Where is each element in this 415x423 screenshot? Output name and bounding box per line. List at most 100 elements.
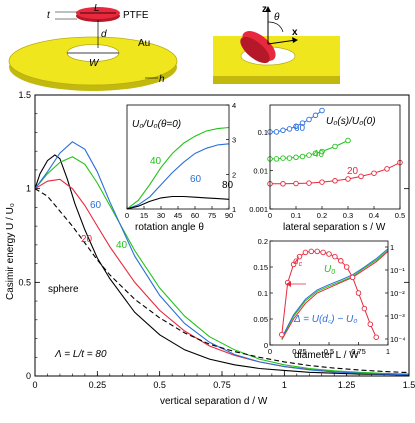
x-label: x <box>292 27 298 38</box>
inset1-ytick-label: 3 <box>232 136 236 145</box>
main-ytick-label: 1.5 <box>18 90 31 100</box>
inset2-ytick-label: 0.01 <box>253 166 268 175</box>
inset2-point-40 <box>332 143 338 150</box>
inset2-point-20 <box>384 166 390 172</box>
inset3-bg <box>270 241 388 345</box>
inset1-xlabel: rotation angle θ <box>135 222 204 233</box>
theta-label: θ <box>274 12 280 23</box>
inset1-series-80 <box>126 195 230 210</box>
inset2-point-20 <box>306 180 312 186</box>
main-xtick-label: 0.25 <box>89 380 107 390</box>
inset2-content: 0 0.1 0.2 0.3 0.4 0.5 0.001 0.01 0.1 <box>249 107 405 220</box>
inset2-label-40: 40 <box>313 149 325 160</box>
inset2-ytick-label: 0.1 <box>258 128 268 137</box>
inset2-point-60 <box>293 123 299 130</box>
inset2-point-60 <box>306 116 312 123</box>
inset2-point-40 <box>280 155 286 161</box>
inset1-ytick-label: 2 <box>232 170 236 179</box>
inset1-xtick-label: 15 <box>140 211 148 220</box>
inset1-xtick-label: 90 <box>225 211 233 220</box>
inset2-point-40 <box>293 154 299 161</box>
dim-W-label: W <box>89 58 100 69</box>
u0-sub: 0 <box>331 269 335 276</box>
inset3-delta-label: Δ = U(d꜀) − U₀ <box>293 314 357 325</box>
main-series <box>34 141 410 376</box>
inset3-dc-point <box>290 261 297 268</box>
inset2-point-20 <box>345 176 351 182</box>
main-chart: 0 0.25 0.5 0.75 1 1.25 1.5 0 0.5 1 1.5 vertical se… <box>5 90 415 407</box>
inset1-series-60 <box>126 143 230 210</box>
inset1-series-40 <box>126 126 230 210</box>
main-xtick-label: 0.75 <box>213 380 231 390</box>
inset2-point-20 <box>280 181 286 187</box>
inset2-xlabel: lateral separation s / W <box>283 222 386 233</box>
inset2-label-60: 60 <box>294 123 306 134</box>
label-sphere: sphere <box>48 284 79 295</box>
inset3-y2tick-label: 10⁻³ <box>390 312 405 321</box>
inset3-y2tick-label: 1 <box>390 243 394 252</box>
main-xlabel: vertical separation d / W <box>160 396 268 407</box>
inset3-ytick-label: 0.2 <box>258 237 268 246</box>
inset2-point-60 <box>273 129 280 135</box>
inset2-title: U₀(s)/U₀(0) <box>326 116 376 127</box>
gold-block-shade <box>213 76 340 84</box>
inset3-u0-curve-2 <box>281 248 389 338</box>
inset3-xtick-label: 0.25 <box>292 347 307 356</box>
inset2-xtick-label: 0.3 <box>343 211 353 220</box>
main-series-60 <box>34 141 410 376</box>
inset2-point-20 <box>293 180 299 187</box>
inset2-point-40 <box>306 152 312 158</box>
inset3-dc-point <box>279 331 285 338</box>
label-40: 40 <box>116 240 128 251</box>
main-xtick-label: 0 <box>32 380 37 390</box>
inset3-dc-point <box>314 248 320 255</box>
dim-h-label: h <box>159 74 165 85</box>
inset1-ytick-label: 1 <box>232 205 236 214</box>
inset3-dc-point <box>361 305 368 312</box>
inset2-label-20: 20 <box>347 166 359 177</box>
main-xtick-label: 0.5 <box>153 380 166 390</box>
main-series-sphere <box>34 188 410 374</box>
inset3-ytick-label: 0 <box>264 341 268 350</box>
inset2-point-20 <box>358 173 364 180</box>
x-axis <box>267 39 297 45</box>
inset1-xtick-label: 60 <box>191 211 199 220</box>
inset2-point-20 <box>371 170 377 176</box>
inset1-frame <box>126 104 230 210</box>
dim-L-label: L <box>94 3 100 14</box>
inset1-ytick-label: 4 <box>232 101 236 110</box>
inset1-xtick-label: 45 <box>174 211 182 220</box>
main-ytick-label: 0.5 <box>18 277 31 287</box>
inset3-frame <box>269 240 389 346</box>
inset3-y2tick-label: 10⁻² <box>390 289 405 298</box>
inset2-point-40 <box>273 156 280 162</box>
inset2-point-60 <box>319 107 325 114</box>
label-20: 20 <box>81 234 93 245</box>
x-arrowhead <box>292 37 298 43</box>
inset3-u0-curve-0 <box>281 251 389 341</box>
inset2-xtick-label: 0.5 <box>395 211 405 220</box>
inset-rotation: 0 15 30 45 60 75 901 2 3 4 U₀/U₀(θ=0) rotation an… <box>125 101 236 233</box>
inset1-content: 0 15 30 45 60 75 901 2 3 4 <box>125 101 236 220</box>
inset2-xtick-label: 0.2 <box>317 211 327 220</box>
inset2-point-60 <box>312 112 319 119</box>
inset2-point-20 <box>319 179 325 185</box>
inset2-point-40 <box>345 137 351 144</box>
inset1-xtick-label: 0 <box>125 211 129 220</box>
inset1-xtick-label: 75 <box>208 211 216 220</box>
inset3-y2tick-label: 10⁻⁴ <box>390 335 406 344</box>
inset2-point-40 <box>286 155 293 161</box>
main-series-40 <box>34 156 410 375</box>
main-frame <box>34 94 410 377</box>
inset3-dc-point <box>355 290 362 296</box>
theta-arc <box>267 21 284 33</box>
label-lambda: Λ = L/t = 80 <box>54 349 107 360</box>
inset2-point-40 <box>299 153 306 160</box>
dim-t-label: t <box>47 10 51 21</box>
inset3-dc-point <box>296 253 303 260</box>
inset3-dc-point <box>302 249 309 256</box>
inset2-xtick-label: 0 <box>268 211 272 220</box>
inset3-dc-point <box>373 334 379 340</box>
label-60: 60 <box>90 200 102 211</box>
inset3-xtick-label: 0 <box>268 347 272 356</box>
